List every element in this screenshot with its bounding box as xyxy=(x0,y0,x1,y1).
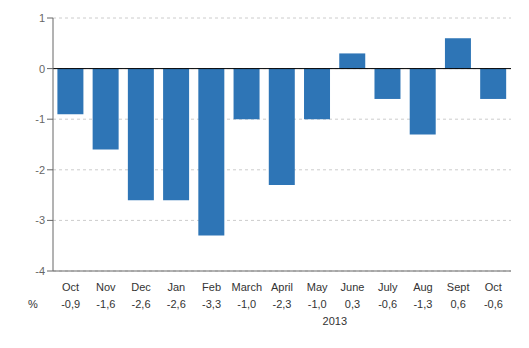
svg-text:-1,3: -1,3 xyxy=(413,298,432,310)
svg-text:-2: -2 xyxy=(35,164,45,176)
svg-text:-0,6: -0,6 xyxy=(484,298,503,310)
svg-text:Dec: Dec xyxy=(131,281,151,293)
svg-text:Jan: Jan xyxy=(167,281,185,293)
svg-text:March: March xyxy=(231,281,262,293)
svg-text:Feb: Feb xyxy=(202,281,221,293)
svg-text:-4: -4 xyxy=(35,265,45,277)
svg-text:-1,0: -1,0 xyxy=(237,298,256,310)
svg-text:0,3: 0,3 xyxy=(345,298,360,310)
svg-text:Oct: Oct xyxy=(62,281,79,293)
svg-text:Aug: Aug xyxy=(413,281,433,293)
svg-text:April: April xyxy=(271,281,293,293)
svg-text:-2,6: -2,6 xyxy=(132,298,151,310)
svg-text:0,6: 0,6 xyxy=(451,298,466,310)
svg-text:-1: -1 xyxy=(35,113,45,125)
svg-text:-2,6: -2,6 xyxy=(167,298,186,310)
svg-text:Sept: Sept xyxy=(447,281,470,293)
svg-text:-2,3: -2,3 xyxy=(273,298,292,310)
svg-text:-1,0: -1,0 xyxy=(308,298,327,310)
svg-text:-0,9: -0,9 xyxy=(61,298,80,310)
svg-text:July: July xyxy=(378,281,398,293)
svg-text:1: 1 xyxy=(39,12,45,24)
svg-text:0: 0 xyxy=(39,63,45,75)
svg-text:Oct: Oct xyxy=(485,281,502,293)
svg-text:-1,6: -1,6 xyxy=(96,298,115,310)
svg-text:-3,3: -3,3 xyxy=(202,298,221,310)
svg-text:Nov: Nov xyxy=(96,281,116,293)
svg-text:May: May xyxy=(307,281,328,293)
svg-text:2013: 2013 xyxy=(323,315,347,327)
svg-text:%: % xyxy=(28,298,38,310)
svg-text:June: June xyxy=(341,281,365,293)
svg-text:-3: -3 xyxy=(35,214,45,226)
svg-text:-0,6: -0,6 xyxy=(378,298,397,310)
